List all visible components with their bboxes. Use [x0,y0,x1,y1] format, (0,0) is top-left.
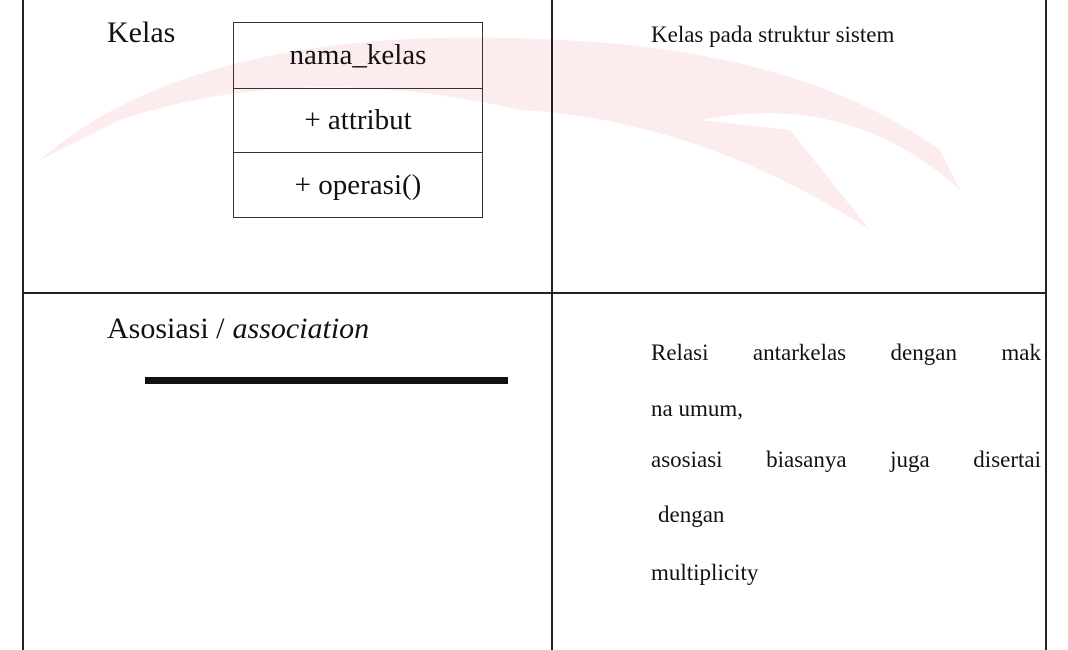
symbol-label-text: Asosiasi / [107,312,225,345]
description-line: Kelas pada struktur sistem [651,22,895,47]
description-line: dengan [658,502,725,527]
association-line [145,377,508,384]
symbol-label: Asosiasi / association [107,312,369,346]
class-attribute: + attribut [234,87,482,153]
description-line: multiplicity [651,560,759,585]
description-line: na umum, [651,396,743,421]
uml-class-box: nama_kelas + attribut + operasi() [233,22,483,218]
class-operation: + operasi() [234,152,482,217]
table-border-right [1045,0,1047,650]
symbol-label-italic: association [232,312,370,345]
class-name: nama_kelas [289,38,427,71]
symbol-label: Kelas [107,16,176,49]
table-border-left [22,0,24,650]
description-line: asosiasi biasanya juga disertai [651,447,1041,472]
row-divider [22,292,1047,294]
description-line: Relasi antarkelas dengan mak [651,340,1041,365]
table-border-middle [551,0,553,650]
